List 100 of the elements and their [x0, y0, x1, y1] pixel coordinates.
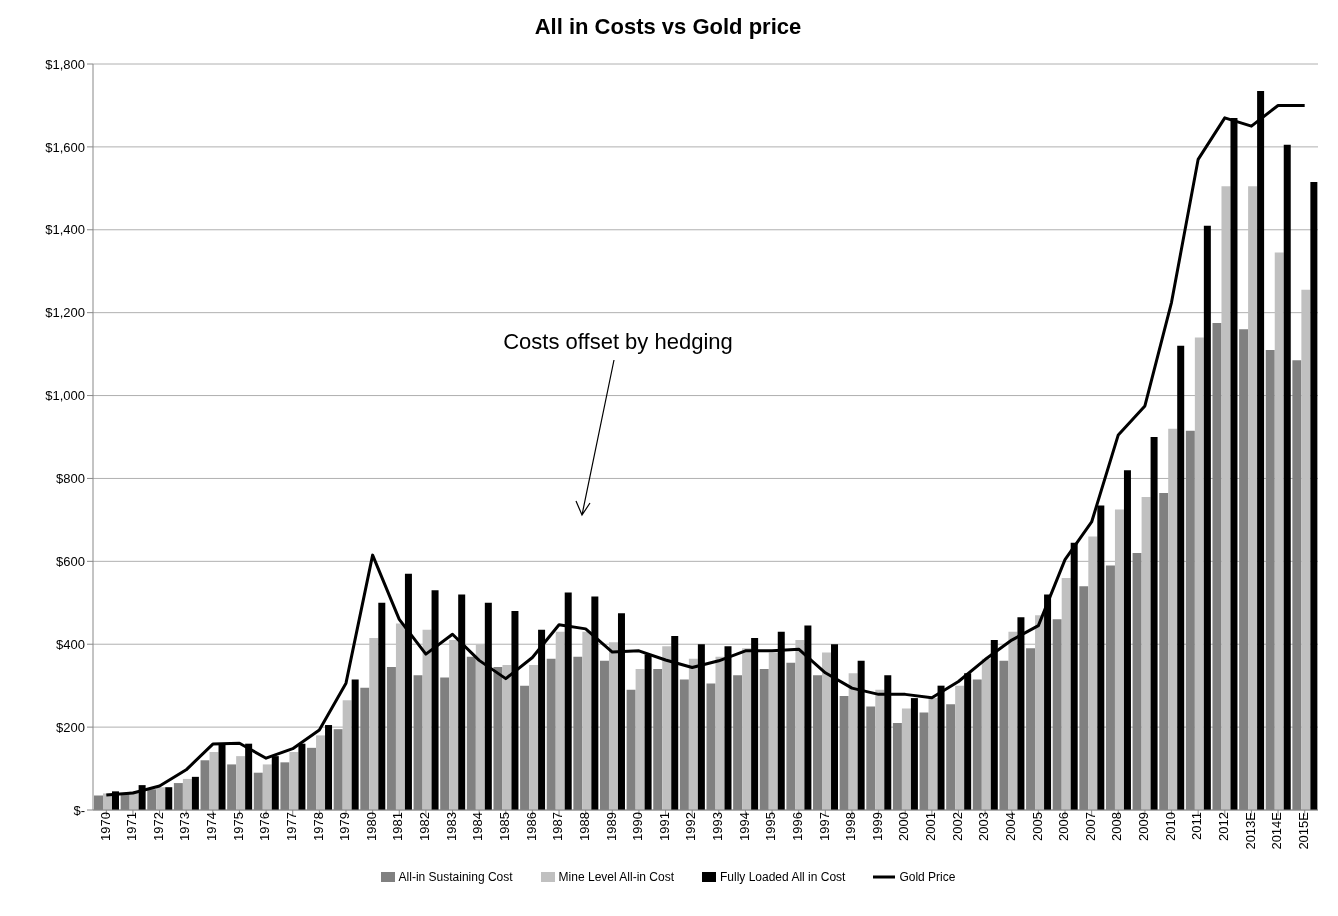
- bar: [901, 708, 911, 810]
- legend-label: Fully Loaded All in Cost: [720, 870, 846, 884]
- legend-label: Mine Level All-in Cost: [558, 870, 674, 884]
- x-tick-label: 1993: [710, 812, 726, 841]
- x-tick-label: 1986: [523, 812, 539, 841]
- bar: [662, 646, 672, 810]
- x-tick-label: 1991: [656, 812, 672, 841]
- y-tick-label: $1,600: [45, 139, 85, 155]
- x-tick-label: 1973: [177, 812, 193, 841]
- bar: [1274, 252, 1284, 810]
- x-tick-label: 1989: [603, 812, 619, 841]
- bar: [209, 751, 219, 810]
- legend-label: All-in Sustaining Cost: [398, 870, 513, 884]
- bar: [378, 602, 386, 810]
- x-tick-label: 2000: [896, 812, 912, 841]
- x-tick-label: 2001: [923, 812, 939, 841]
- x-tick-label: 1977: [283, 812, 299, 841]
- bar: [165, 787, 173, 810]
- x-tick-label: 1996: [789, 812, 805, 841]
- bar: [875, 689, 885, 810]
- x-tick-label: 1974: [204, 812, 220, 841]
- bar: [1088, 536, 1098, 810]
- bar: [529, 664, 539, 810]
- bar: [342, 700, 352, 810]
- bar: [369, 638, 379, 810]
- bar: [635, 669, 645, 810]
- y-tick-label: $600: [56, 553, 85, 569]
- x-tick-label: 1970: [97, 812, 113, 841]
- chart-title: All in Costs vs Gold price: [533, 14, 803, 40]
- bar: [262, 764, 272, 810]
- x-tick-label: 2011: [1189, 812, 1205, 840]
- bar: [395, 623, 405, 810]
- bar: [688, 658, 698, 810]
- y-tick-label: $-: [73, 802, 85, 818]
- bar: [742, 648, 752, 810]
- bar: [608, 642, 618, 810]
- x-tick-label: 1988: [576, 812, 592, 841]
- bar: [475, 644, 485, 810]
- x-tick-label: 1979: [337, 812, 353, 841]
- x-tick-label: 1995: [763, 812, 779, 841]
- bar: [1061, 577, 1071, 810]
- bar: [981, 658, 991, 810]
- bar: [795, 640, 805, 810]
- bar: [1221, 186, 1231, 810]
- bar: [1150, 437, 1158, 810]
- y-tick-label: $200: [56, 719, 85, 735]
- x-tick-label: 2015E: [1295, 811, 1311, 850]
- x-tick-label: 2007: [1082, 812, 1098, 841]
- y-tick-label: $1,400: [45, 222, 85, 238]
- x-tick-label: 1992: [683, 812, 699, 841]
- y-tick-label: $400: [56, 636, 85, 652]
- x-tick-label: 1981: [390, 812, 406, 841]
- bar: [156, 787, 166, 810]
- bar: [1248, 186, 1258, 810]
- bar: [1310, 182, 1318, 810]
- y-tick-label: $1,000: [45, 388, 85, 404]
- bar: [1123, 470, 1131, 810]
- bar: [555, 631, 565, 810]
- bar: [289, 751, 299, 810]
- x-tick-label: 1980: [363, 812, 379, 841]
- bar: [1035, 615, 1045, 810]
- x-tick-label: 1978: [310, 812, 326, 841]
- bar: [822, 652, 832, 810]
- bar: [316, 735, 326, 810]
- x-tick-label: 2004: [1002, 812, 1018, 841]
- x-tick-label: 2013E: [1242, 811, 1258, 850]
- bar: [191, 776, 199, 810]
- x-tick-label: 1975: [230, 812, 246, 841]
- bar: [955, 685, 965, 810]
- x-tick-label: 2012: [1216, 812, 1232, 841]
- x-tick-label: 2002: [949, 812, 965, 841]
- bar: [1194, 337, 1204, 810]
- x-tick-label: 1998: [843, 812, 859, 841]
- bar: [1283, 144, 1291, 810]
- x-tick-label: 1971: [124, 812, 140, 841]
- y-tick-label: $1,200: [45, 305, 85, 321]
- x-tick-label: 2005: [1029, 812, 1045, 841]
- bar: [182, 778, 192, 810]
- x-tick-label: 1987: [550, 812, 566, 841]
- x-tick-label: 1984: [470, 812, 486, 841]
- x-tick-label: 2010: [1162, 812, 1178, 841]
- x-tick-label: 2006: [1056, 812, 1072, 841]
- x-tick-label: 2008: [1109, 812, 1125, 841]
- x-tick-label: 1972: [150, 812, 166, 841]
- x-tick-label: 1982: [417, 812, 433, 841]
- bar: [768, 652, 778, 810]
- bar: [351, 679, 359, 810]
- bar: [1301, 289, 1311, 810]
- x-tick-label: 1994: [736, 812, 752, 841]
- bar: [1203, 225, 1211, 810]
- bar: [1177, 345, 1185, 810]
- x-tick-label: 1997: [816, 812, 832, 841]
- y-tick-label: $800: [56, 471, 85, 487]
- bar: [1114, 509, 1124, 810]
- x-tick-label: 2009: [1136, 812, 1152, 841]
- annotation: Costs offset by hedging: [502, 329, 734, 355]
- x-tick-label: 1976: [257, 812, 273, 841]
- bar: [1168, 428, 1178, 810]
- bar: [848, 673, 858, 810]
- bar: [449, 640, 459, 810]
